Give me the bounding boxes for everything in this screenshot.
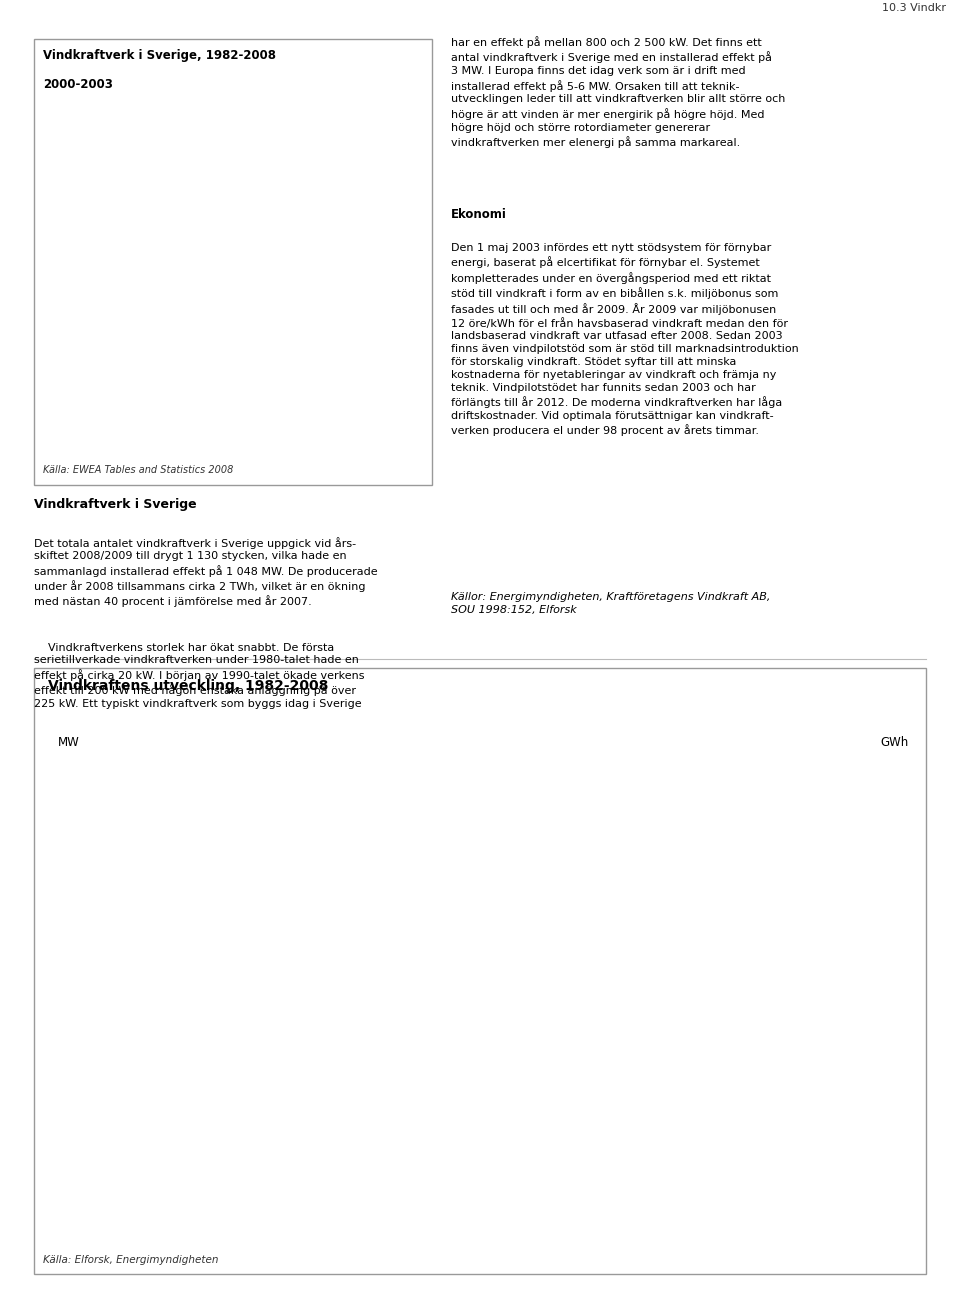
Bar <box>581 1108 604 1177</box>
Bar <box>388 1144 412 1177</box>
Bar <box>251 1169 274 1177</box>
Bar <box>237 397 248 433</box>
Legend: Installerad effekt (MW), Elproduktion (GWh): Installerad effekt (MW), Elproduktion (G… <box>111 1231 473 1253</box>
Text: Källa: Elforsk, Energimyndigheten: Källa: Elforsk, Energimyndigheten <box>43 1254 219 1265</box>
Bar <box>305 1165 329 1177</box>
Bar <box>526 1117 549 1177</box>
Bar <box>196 1173 219 1177</box>
Text: Vindkraftverk i Sverige: Vindkraftverk i Sverige <box>34 498 196 511</box>
Bar <box>380 294 391 433</box>
Text: GWh: GWh <box>881 736 909 749</box>
Bar <box>107 432 116 433</box>
Bar <box>226 401 235 433</box>
Bar <box>663 1064 686 1177</box>
Bar <box>828 941 852 1177</box>
Bar <box>178 423 188 433</box>
Bar <box>393 283 402 433</box>
Bar <box>369 305 378 433</box>
Bar <box>297 381 307 433</box>
Text: Vindkraftverkens storlek har ökat snabbt. De första
serietillverkade vindkraftve: Vindkraftverkens storlek har ökat snabbt… <box>34 643 364 709</box>
Bar <box>142 428 153 433</box>
Bar <box>274 393 283 433</box>
Bar <box>166 425 176 433</box>
Bar <box>223 1171 247 1177</box>
Bar <box>444 1125 467 1177</box>
Bar <box>321 362 331 433</box>
Bar <box>356 314 367 433</box>
Text: Vindkraftens utveckling, 1982-2008: Vindkraftens utveckling, 1982-2008 <box>48 679 328 693</box>
Bar <box>361 1153 384 1177</box>
Bar <box>691 1050 714 1177</box>
Bar <box>202 414 212 433</box>
Bar <box>746 990 769 1177</box>
Bar <box>609 1099 632 1177</box>
Bar <box>773 979 797 1177</box>
Bar <box>154 427 164 433</box>
Bar <box>345 332 355 433</box>
Text: Den 1 maj 2003 infördes ett nytt stödsystem för förnybar
energi, baserat på elce: Den 1 maj 2003 infördes ett nytt stödsys… <box>451 243 799 436</box>
Bar <box>285 388 296 433</box>
Bar <box>309 375 319 433</box>
Bar <box>801 958 824 1177</box>
Text: Källa: EWEA Tables and Statistics 2008: Källa: EWEA Tables and Statistics 2008 <box>43 464 233 475</box>
Bar <box>718 1025 742 1177</box>
Text: Vindkraftverk i Sverige, 1982-2008: Vindkraftverk i Sverige, 1982-2008 <box>43 49 276 62</box>
Bar <box>168 1174 192 1177</box>
Bar <box>250 396 259 433</box>
Bar <box>131 429 140 433</box>
Bar <box>470 1120 494 1177</box>
Text: 2000-2003: 2000-2003 <box>43 78 113 91</box>
Bar <box>333 1160 356 1177</box>
Text: MW: MW <box>58 736 80 749</box>
Bar <box>278 1168 301 1177</box>
Bar <box>404 270 415 433</box>
Bar <box>416 1133 439 1177</box>
Bar <box>636 1086 660 1177</box>
Text: har en effekt på mellan 800 och 2 500 kW. Det finns ett
antal vindkraftverk i Sv: har en effekt på mellan 800 och 2 500 kW… <box>451 36 785 147</box>
Bar <box>498 1118 521 1177</box>
Text: Ekonomi: Ekonomi <box>451 208 507 221</box>
Text: 10.3 Vindkr: 10.3 Vindkr <box>881 3 946 13</box>
Text: Källor: Energimyndigheten, Kraftföretagens Vindkraft AB,
SOU 1998:152, Elforsk: Källor: Energimyndigheten, Kraftföretage… <box>451 592 771 615</box>
Bar <box>190 419 200 433</box>
Bar <box>118 431 129 433</box>
Bar <box>553 1115 577 1177</box>
Bar <box>141 1175 164 1177</box>
Text: Det totala antalet vindkraftverk i Sverige uppgick vid års-
skiftet 2008/2009 ti: Det totala antalet vindkraftverk i Sveri… <box>34 537 377 608</box>
Bar <box>261 394 272 433</box>
Bar <box>213 407 224 433</box>
Bar <box>333 353 343 433</box>
